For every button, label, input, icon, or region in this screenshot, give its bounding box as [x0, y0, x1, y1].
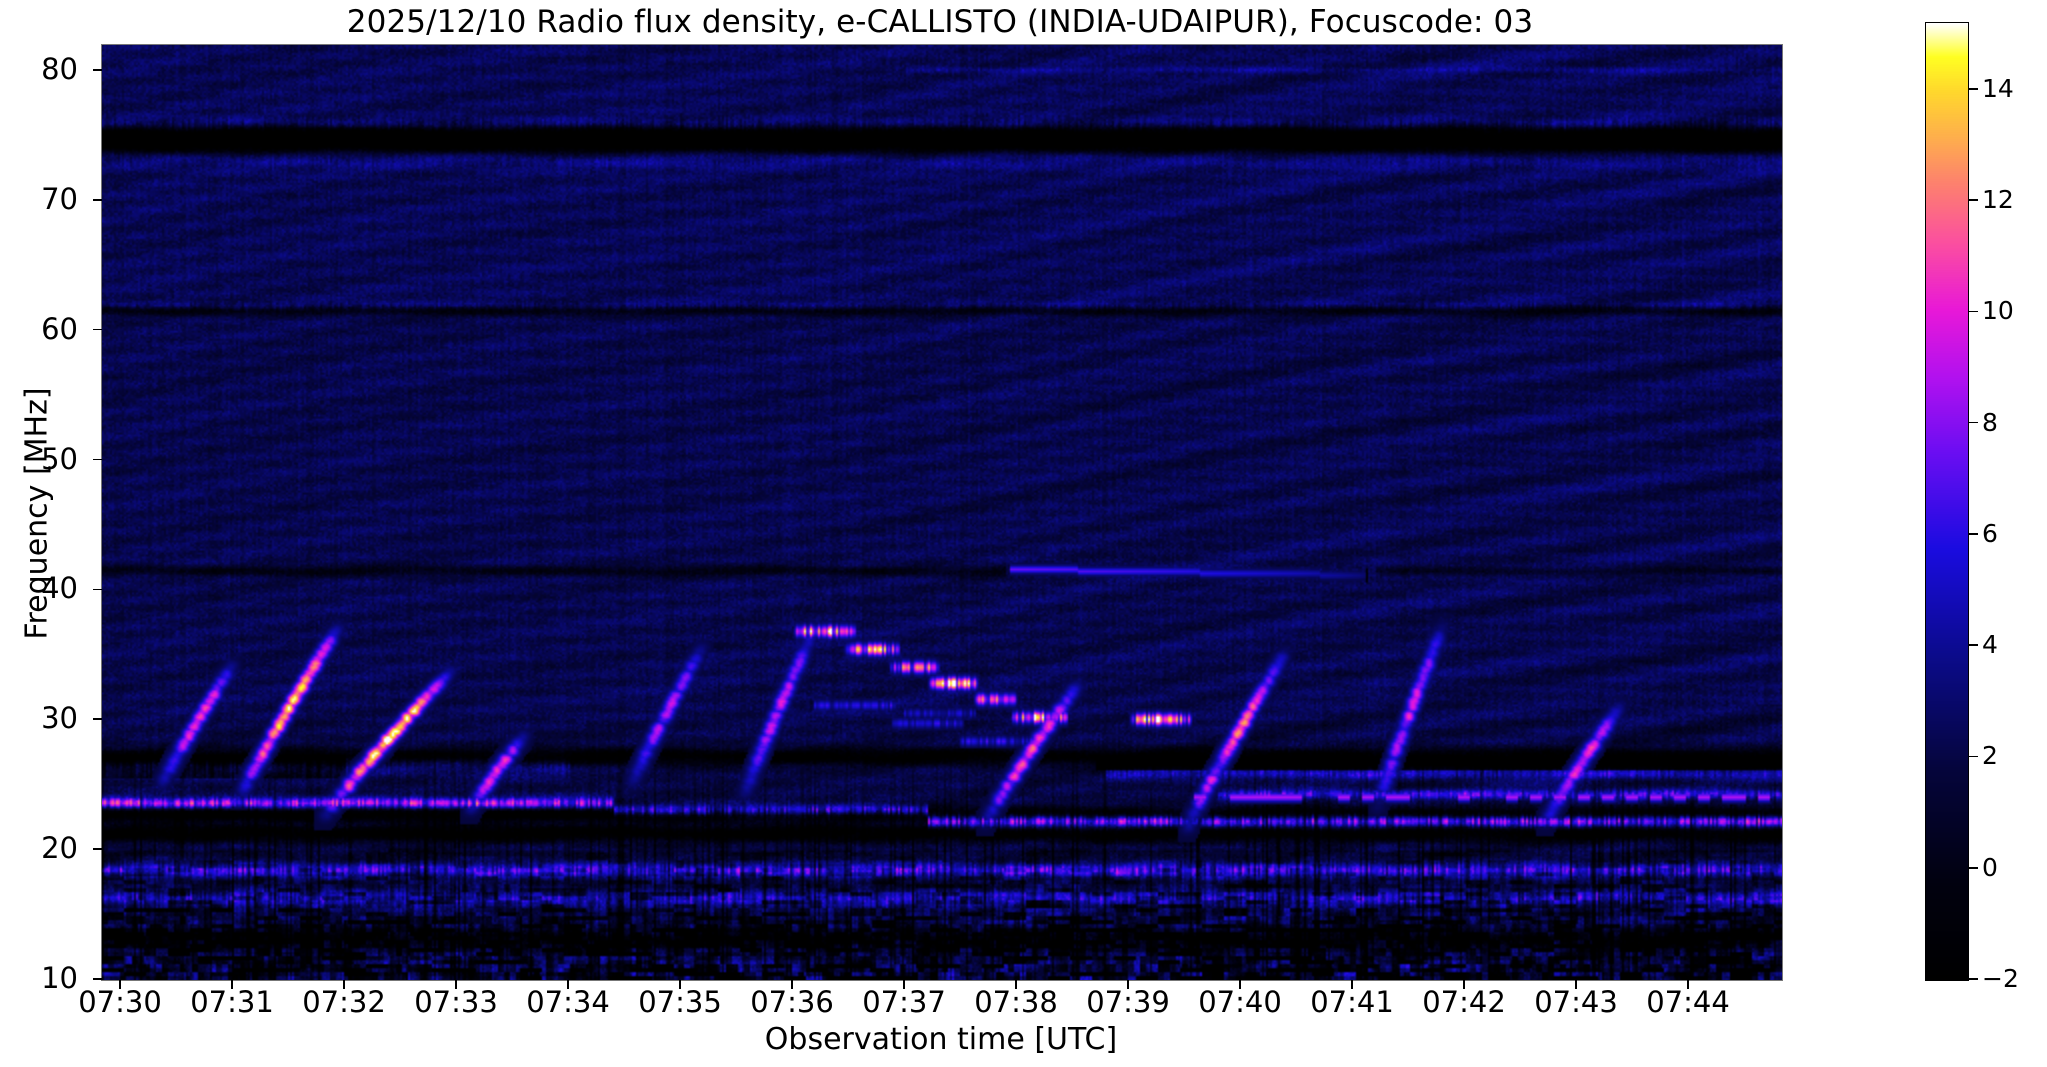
x-tick-mark — [679, 980, 681, 989]
colorbar-tick-label: 4 — [1982, 630, 1998, 660]
x-tick-label: 07:32 — [302, 985, 386, 1019]
x-tick-mark — [1575, 980, 1577, 989]
spectrogram-plot-area[interactable] — [101, 44, 1783, 981]
x-tick-label: 07:43 — [1534, 985, 1618, 1019]
colorbar-canvas — [1926, 23, 1968, 980]
y-tick-label: 70 — [41, 181, 78, 216]
y-tick-mark — [93, 848, 102, 850]
x-tick-mark — [1687, 980, 1689, 989]
x-tick-mark — [1239, 980, 1241, 989]
colorbar-tick-label: 2 — [1982, 741, 1998, 771]
y-tick-label: 30 — [41, 701, 78, 736]
y-axis: 80 70 60 50 40 30 20 10 — [0, 0, 102, 1067]
x-tick-mark — [455, 980, 457, 989]
colorbar-tick-mark — [1969, 199, 1978, 201]
y-tick-label: 40 — [41, 571, 78, 606]
colorbar-tick-label: 8 — [1982, 407, 1998, 437]
x-tick-label: 07:40 — [1198, 985, 1282, 1019]
y-tick-mark — [93, 458, 102, 461]
x-tick-mark — [231, 980, 233, 989]
x-tick-mark — [1463, 980, 1465, 989]
x-tick-mark — [903, 980, 905, 989]
y-tick-label: 20 — [41, 831, 78, 866]
colorbar-tick-mark — [1969, 310, 1978, 313]
colorbar-tick-mark — [1969, 421, 1978, 424]
x-tick-mark — [791, 980, 793, 989]
colorbar-tick-mark — [1969, 533, 1978, 535]
x-tick-mark — [343, 980, 345, 989]
y-tick-mark — [93, 718, 102, 721]
colorbar-tick-label: −2 — [1982, 964, 2019, 993]
x-tick-label: 07:35 — [638, 985, 722, 1019]
colorbar-tick-mark — [1969, 866, 1978, 869]
x-tick-mark — [119, 980, 121, 989]
y-tick-mark — [93, 978, 102, 980]
colorbar-tick-label: 6 — [1982, 518, 1998, 548]
colorbar-tick-label: 0 — [1982, 852, 1998, 882]
colorbar-tick-mark — [1969, 87, 1978, 90]
x-tick-mark — [567, 980, 569, 989]
x-tick-label: 07:42 — [1422, 985, 1506, 1019]
x-tick-label: 07:34 — [526, 985, 610, 1019]
x-tick-label: 07:41 — [1310, 985, 1394, 1019]
colorbar-tick-mark — [1969, 755, 1978, 758]
x-tick-mark — [1127, 980, 1129, 989]
x-tick-label: 07:44 — [1646, 985, 1730, 1019]
x-tick-label: 07:30 — [78, 985, 162, 1019]
y-tick-mark — [93, 588, 102, 591]
x-tick-label: 07:39 — [1086, 985, 1170, 1019]
x-tick-label: 07:33 — [414, 985, 498, 1019]
colorbar-tick-mark — [1969, 644, 1978, 646]
colorbar[interactable] — [1925, 22, 1969, 981]
colorbar-tick-label: 12 — [1982, 185, 2014, 215]
y-tick-mark — [93, 328, 102, 331]
y-tick-label: 80 — [41, 51, 78, 86]
page-title: 2025/12/10 Radio flux density, e-CALLIST… — [346, 4, 1534, 40]
colorbar-tick-mark — [1969, 978, 1978, 980]
x-tick-label: 07:36 — [750, 985, 834, 1019]
y-tick-mark — [93, 69, 102, 71]
x-tick-label: 07:37 — [862, 985, 946, 1019]
x-tick-label: 07:38 — [974, 985, 1058, 1019]
x-axis-title: Observation time [UTC] — [764, 1022, 1118, 1057]
y-tick-mark — [93, 199, 102, 201]
x-tick-label: 07:31 — [190, 985, 274, 1019]
colorbar-tick-label: 10 — [1982, 296, 2014, 326]
y-tick-label: 60 — [41, 311, 78, 346]
y-tick-label: 50 — [41, 441, 78, 476]
x-tick-mark — [1015, 980, 1017, 989]
x-tick-mark — [1351, 980, 1353, 989]
y-tick-label: 10 — [41, 961, 78, 995]
colorbar-tick-label: 14 — [1982, 73, 2014, 103]
spectrogram-canvas[interactable] — [102, 45, 1782, 980]
